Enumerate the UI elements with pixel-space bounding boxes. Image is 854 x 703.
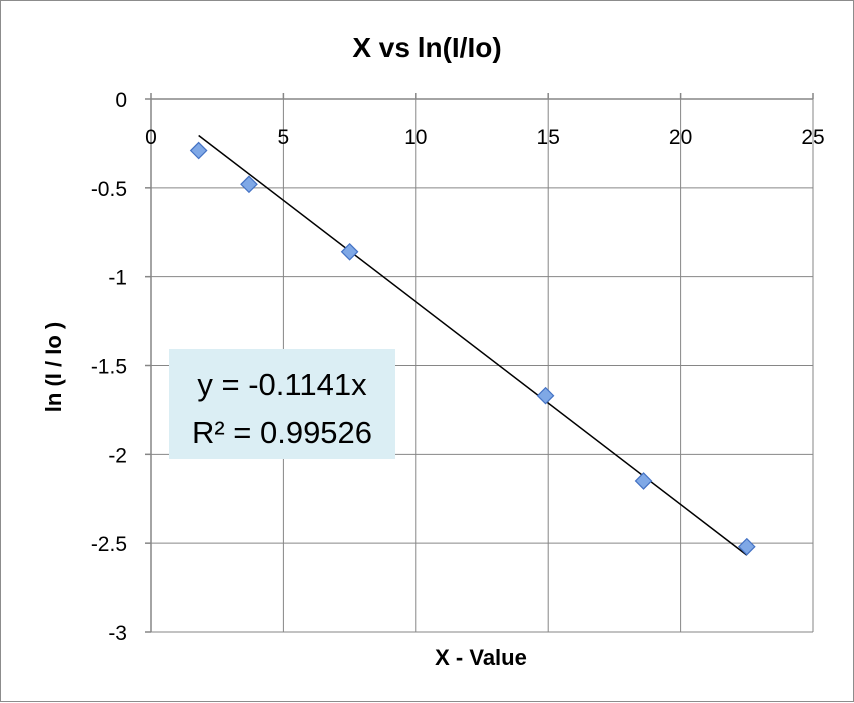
y-tick-label: -1.5: [91, 356, 127, 379]
data-point-marker: [189, 141, 208, 160]
x-tick-label: 25: [801, 126, 824, 149]
y-tick-label: -3: [108, 622, 127, 645]
data-points: [189, 141, 756, 556]
x-tick-label: 15: [537, 126, 560, 149]
y-tick-label: -2.5: [91, 533, 127, 556]
chart-title: X vs ln(I/Io): [352, 32, 501, 63]
trendline-annotation: y = -0.1141x R² = 0.99526: [169, 349, 395, 459]
data-point-marker: [340, 242, 359, 261]
axes: [145, 93, 814, 633]
x-tick-label: 0: [145, 126, 157, 149]
x-axis-title: X - Value: [435, 645, 527, 670]
trendline: [198, 134, 748, 556]
data-point-marker: [634, 472, 653, 490]
data-point-marker: [737, 537, 756, 556]
y-tick-label: 0: [115, 89, 127, 112]
x-tick-label: 10: [404, 126, 427, 149]
x-tick-label: 20: [669, 126, 692, 149]
data-point-marker: [240, 175, 258, 194]
x-tick-label: 5: [278, 126, 290, 149]
y-tick-label: -2: [108, 444, 127, 467]
y-axis-title: ln (I / Io ): [41, 322, 66, 412]
r-squared-value: R² = 0.99526: [192, 415, 372, 450]
trendline-equation: y = -0.1141x: [197, 367, 367, 402]
annotation-background: [169, 349, 395, 459]
y-tick-label: -1: [108, 267, 127, 290]
tick-labels: 0 -0.5 -1 -1.5 -2 -2.5 -3 0 5 10 15 20 25: [91, 89, 825, 645]
data-point-marker: [536, 386, 555, 405]
trendline-layer: [198, 134, 748, 556]
y-tick-label: -0.5: [91, 178, 127, 201]
